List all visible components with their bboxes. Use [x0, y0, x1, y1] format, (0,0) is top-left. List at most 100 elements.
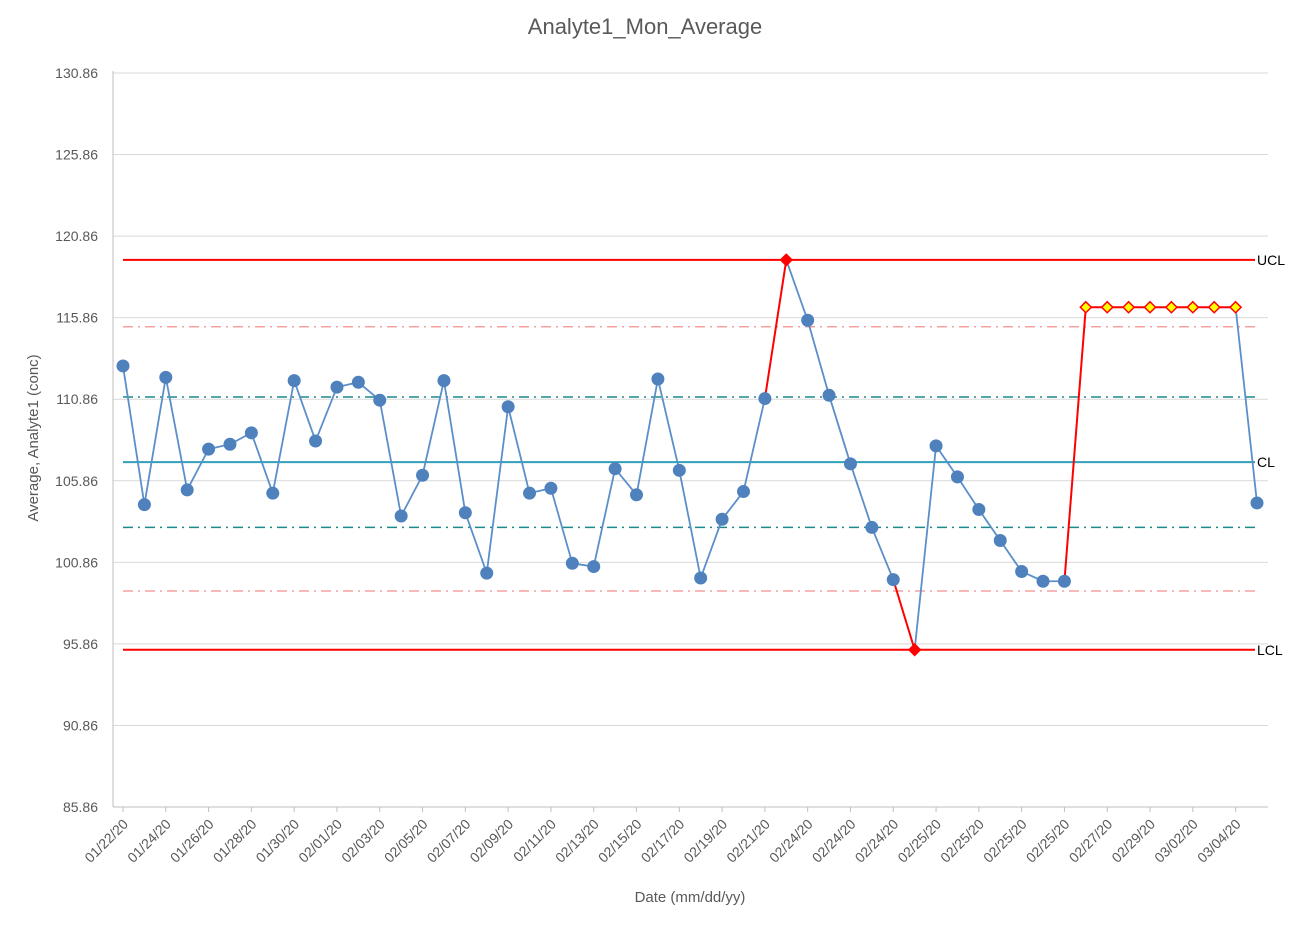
series-segment — [657, 378, 681, 471]
data-point — [587, 560, 601, 574]
data-point — [202, 442, 216, 456]
lcl-label: LCL — [1257, 642, 1283, 658]
data-point — [843, 457, 857, 471]
series-segment — [785, 259, 809, 321]
data-point — [116, 359, 130, 373]
data-point — [501, 400, 515, 414]
x-tick-label: 02/25/20 — [980, 816, 1030, 866]
series-segment — [485, 406, 510, 574]
x-tick-label: 03/02/20 — [1151, 816, 1201, 866]
series-segment — [742, 398, 766, 492]
x-tick-label: 02/05/20 — [381, 816, 431, 866]
series-segment — [828, 395, 852, 465]
data-point — [630, 488, 644, 502]
control-limits: UCL CL LCL — [123, 252, 1285, 658]
series-segment — [913, 445, 937, 650]
data-point — [287, 374, 301, 388]
data-point — [929, 439, 943, 453]
gridlines — [113, 72, 1268, 726]
data-point — [736, 485, 750, 499]
data-point — [1250, 496, 1264, 510]
y-tick-label: 85.86 — [63, 799, 98, 815]
series-segment — [186, 448, 210, 491]
x-tick-label: 02/25/20 — [1023, 816, 1073, 866]
series-segment — [122, 365, 146, 505]
data-point — [715, 512, 729, 526]
series-segment — [143, 377, 167, 505]
data-point — [223, 437, 237, 451]
series-segment — [956, 476, 980, 510]
data-point — [972, 502, 986, 516]
series-segment — [464, 512, 488, 574]
x-tick-label: 02/24/20 — [852, 816, 902, 866]
data-point — [1036, 574, 1050, 588]
data-point — [266, 486, 280, 500]
axes — [112, 71, 1268, 808]
data-point — [437, 374, 451, 388]
data-point — [950, 470, 964, 484]
x-tick-label: 02/25/20 — [937, 816, 987, 866]
cl-label: CL — [1257, 454, 1275, 470]
y-tick-label: 100.86 — [55, 554, 98, 570]
data-point — [523, 486, 537, 500]
x-tick-label: 01/30/20 — [252, 816, 302, 866]
series-segment — [592, 468, 616, 567]
x-tick-label: 02/17/20 — [638, 816, 688, 866]
x-tick-label: 01/28/20 — [210, 816, 260, 866]
x-tick-label: 01/24/20 — [124, 816, 174, 866]
y-tick-label: 130.86 — [55, 65, 98, 81]
x-axis-title: Date (mm/dd/yy) — [635, 889, 746, 906]
data-point — [1015, 564, 1029, 578]
x-tick-label: 03/04/20 — [1194, 816, 1244, 866]
data-point — [244, 426, 258, 440]
data-point — [865, 520, 879, 534]
x-tick-label: 02/19/20 — [680, 816, 730, 866]
x-tick-label: 02/29/20 — [1108, 816, 1158, 866]
data-point — [651, 372, 665, 386]
x-tick-label: 02/21/20 — [723, 816, 773, 866]
series-segment — [849, 463, 873, 528]
data-point — [480, 566, 494, 580]
data-point — [373, 393, 387, 407]
run-rule-point — [1229, 300, 1243, 314]
series-segment — [507, 406, 531, 494]
series-segment — [378, 400, 403, 517]
series-segment — [250, 432, 274, 494]
x-tick-label: 01/22/20 — [81, 816, 131, 866]
data-point — [309, 434, 323, 448]
data-point — [672, 463, 686, 477]
x-tick-label: 02/24/20 — [766, 816, 816, 866]
series-segment — [443, 380, 467, 513]
violation-segment — [763, 259, 788, 399]
x-tick-label: 02/13/20 — [552, 816, 602, 866]
run-rule-point — [1207, 300, 1221, 314]
violation-segment — [1063, 307, 1087, 582]
data-point — [416, 468, 430, 482]
series-segment — [635, 378, 659, 495]
series-segment — [271, 380, 296, 494]
run-rule-point — [1122, 300, 1136, 314]
series-segment — [550, 488, 574, 564]
x-tick-label: 02/15/20 — [595, 816, 645, 866]
data-point — [159, 370, 173, 384]
data-point — [180, 483, 194, 497]
x-tick-label: 02/09/20 — [466, 816, 516, 866]
series-segment — [314, 386, 338, 442]
data-point — [822, 388, 836, 402]
x-tick-label: 02/25/20 — [894, 816, 944, 866]
y-tick-label: 95.86 — [63, 636, 98, 652]
x-tick-label: 02/01/20 — [295, 816, 345, 866]
series-segment — [164, 377, 189, 491]
x-tick-label: 02/07/20 — [424, 816, 474, 866]
data-point — [565, 556, 579, 570]
y-tick-label: 120.86 — [55, 228, 98, 244]
series-segment — [699, 518, 723, 579]
data-point — [801, 313, 815, 327]
x-tick-label: 01/26/20 — [167, 816, 217, 866]
data-point — [694, 571, 708, 585]
violation-segment — [892, 579, 916, 651]
run-rule-point — [1164, 300, 1178, 314]
series-segment — [678, 470, 702, 579]
